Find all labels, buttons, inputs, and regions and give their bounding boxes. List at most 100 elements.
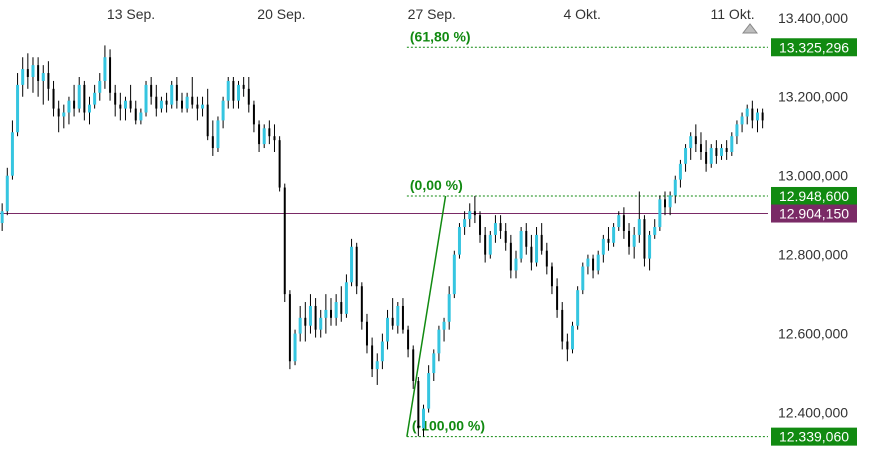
candle-body-down bbox=[473, 211, 476, 216]
candle-body-up bbox=[437, 329, 441, 354]
price-tags: 13.325,296 12.948,600 12.339,060 12.904,150 bbox=[771, 38, 857, 446]
y-tick-label: 13.200,000 bbox=[778, 89, 848, 105]
candle-body-up bbox=[5, 175, 9, 212]
candle-body-down bbox=[556, 286, 559, 310]
candle-body-up bbox=[586, 258, 590, 267]
price-tag-box bbox=[771, 38, 857, 57]
candle-body-up bbox=[755, 112, 759, 121]
candle-body-up bbox=[493, 223, 497, 235]
fib-trend-line[interactable] bbox=[406, 195, 447, 437]
candle-body-down bbox=[150, 84, 153, 97]
x-tick-label: 4 Okt. bbox=[563, 6, 600, 22]
candle-body-down bbox=[550, 266, 553, 287]
fib-level-label: (0,00 %) bbox=[410, 177, 463, 193]
candle-body-up bbox=[488, 234, 492, 255]
candle-body-down bbox=[365, 321, 368, 346]
candle-body-up bbox=[41, 73, 45, 81]
price-tag-box bbox=[771, 204, 857, 223]
candle-body-up bbox=[730, 136, 734, 152]
candle-body-up bbox=[298, 317, 302, 334]
candle-body-down bbox=[699, 144, 702, 152]
scroll-up-icon[interactable] bbox=[741, 23, 759, 34]
candle-body-down bbox=[304, 317, 307, 326]
candle-body-down bbox=[211, 136, 214, 149]
candle-body-down bbox=[509, 242, 512, 271]
candle-body-down bbox=[83, 84, 86, 113]
candle-body-up bbox=[447, 294, 451, 322]
candle-body-up bbox=[386, 317, 390, 342]
candle-body-down bbox=[288, 294, 291, 362]
candle-body-up bbox=[334, 302, 338, 318]
candle-body-up bbox=[653, 227, 657, 235]
candle-body-up bbox=[88, 104, 92, 113]
candle-body-down bbox=[57, 108, 60, 117]
candle-body-down bbox=[407, 329, 410, 350]
candle-body-up bbox=[735, 124, 739, 137]
candle-body-up bbox=[596, 254, 600, 271]
candle-body-down bbox=[258, 124, 261, 145]
candle-body-up bbox=[452, 254, 456, 295]
candle-body-up bbox=[262, 128, 266, 145]
candle-body-up bbox=[637, 219, 641, 235]
candle-body-down bbox=[545, 250, 548, 267]
candle-body-down bbox=[196, 104, 199, 109]
candle-body-down bbox=[371, 345, 374, 370]
candle-body-up bbox=[31, 65, 35, 77]
candle-body-down bbox=[725, 148, 728, 152]
y-axis: 12.400,000 12.600,000 12.800,000 13.000,000… bbox=[778, 10, 848, 421]
candle-body-down bbox=[412, 349, 415, 381]
candle-body-up bbox=[93, 92, 97, 105]
candle-body-up bbox=[344, 282, 348, 314]
candle-body-down bbox=[607, 238, 610, 243]
y-tick-label: 13.000,000 bbox=[778, 168, 848, 184]
candle-body-down bbox=[242, 84, 245, 89]
candle-body-down bbox=[355, 246, 358, 287]
candle-body-up bbox=[10, 132, 14, 176]
candle-body-up bbox=[77, 84, 81, 109]
candle-body-up bbox=[576, 290, 580, 326]
candle-body-down bbox=[694, 136, 697, 145]
candle-body-down bbox=[664, 199, 667, 208]
candle-body-down bbox=[283, 187, 286, 295]
candle-body-up bbox=[350, 246, 354, 283]
candle-body-up bbox=[67, 100, 71, 113]
candle-body-down bbox=[114, 92, 117, 105]
candle-body-down bbox=[484, 234, 487, 255]
candle-body-down bbox=[340, 302, 343, 314]
price-tag-label: 12.948,600 bbox=[779, 188, 849, 204]
candle-body-up bbox=[221, 100, 225, 121]
candle-body-up bbox=[581, 266, 585, 291]
x-tick-label: 27 Sep. bbox=[408, 6, 456, 22]
fib-trend-line bbox=[406, 195, 447, 437]
candle-body-down bbox=[751, 108, 754, 121]
candle-body-down bbox=[566, 341, 569, 350]
candle-body-down bbox=[119, 104, 122, 109]
candle-body-up bbox=[678, 163, 682, 180]
x-tick-label: 13 Sep. bbox=[107, 6, 155, 22]
candle-body-up bbox=[159, 100, 163, 109]
candle-body-up bbox=[709, 148, 713, 164]
candle-body-down bbox=[360, 286, 363, 322]
candle-body-down bbox=[715, 148, 718, 156]
candle-body-down bbox=[180, 100, 183, 109]
candle-body-up bbox=[396, 305, 400, 326]
candle-body-up bbox=[98, 80, 102, 93]
candle-body-up bbox=[308, 305, 312, 326]
candle-body-up bbox=[601, 238, 605, 255]
y-tick-label: 12.800,000 bbox=[778, 247, 848, 263]
candle-body-down bbox=[73, 100, 76, 109]
candle-body-up bbox=[16, 84, 20, 133]
candle-body-down bbox=[705, 152, 708, 164]
price-tag-label: 12.904,150 bbox=[779, 206, 849, 222]
fib-level-label: (-100,00 %) bbox=[412, 418, 485, 434]
candle-body-down bbox=[52, 88, 55, 109]
candle-body-up bbox=[442, 321, 446, 330]
candle-body-up bbox=[519, 230, 523, 259]
candle-body-up bbox=[62, 112, 66, 117]
candle-body-down bbox=[268, 128, 271, 137]
y-tick-label: 12.600,000 bbox=[778, 326, 848, 342]
candle-body-up bbox=[237, 84, 241, 101]
candle-body-up bbox=[324, 309, 328, 318]
candle-body-up bbox=[684, 148, 688, 164]
